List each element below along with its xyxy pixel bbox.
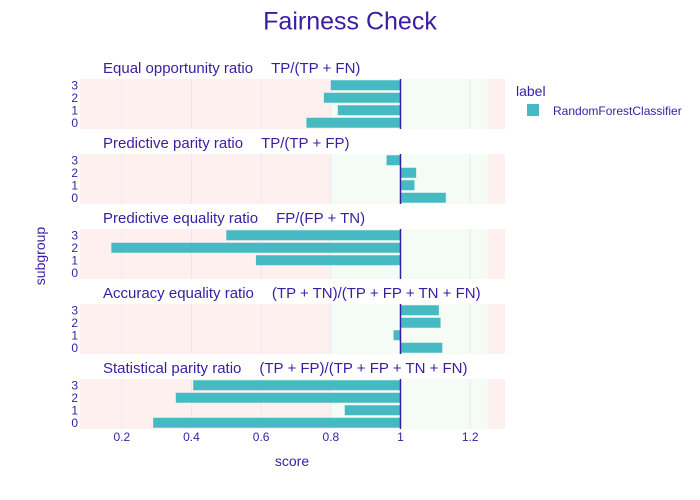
y-tick-label: 1 bbox=[71, 403, 78, 417]
panel-metric: Predictive parity ratio bbox=[103, 135, 243, 152]
bar-2-subgroup-3[interactable] bbox=[226, 230, 401, 241]
unfair-zone-right bbox=[487, 79, 505, 129]
y-tick-label: 0 bbox=[71, 266, 78, 280]
bar-3-subgroup-1[interactable] bbox=[393, 330, 401, 341]
bar-4-subgroup-1[interactable] bbox=[344, 405, 401, 416]
bar-0-subgroup-0[interactable] bbox=[306, 117, 401, 128]
bar-0-subgroup-2[interactable] bbox=[323, 92, 401, 103]
panel-metric: Equal opportunity ratio bbox=[103, 60, 253, 77]
y-tick-label: 0 bbox=[71, 341, 78, 355]
x-axis: 0.2 0.4 0.6 0.8 1 1.2 bbox=[113, 430, 478, 444]
unfair-zone-right bbox=[487, 229, 505, 279]
unfair-zone-left bbox=[80, 79, 331, 129]
y-tick-label: 2 bbox=[71, 91, 78, 105]
y-tick-label: 3 bbox=[71, 378, 78, 392]
y-tick-label: 1 bbox=[71, 328, 78, 342]
panel-formula: (TP + TN)/(TP + FP + TN + FN) bbox=[272, 285, 481, 302]
unfair-zone-right bbox=[487, 379, 505, 429]
panel-metric: Statistical parity ratio bbox=[103, 360, 241, 377]
x-tick-label: 0.6 bbox=[253, 430, 270, 444]
y-tick-label: 3 bbox=[71, 153, 78, 167]
x-tick-label: 0.8 bbox=[322, 430, 339, 444]
bar-4-subgroup-0[interactable] bbox=[153, 417, 401, 428]
bar-3-subgroup-2[interactable] bbox=[400, 317, 441, 328]
x-axis-label: score bbox=[275, 453, 309, 469]
bar-0-subgroup-3[interactable] bbox=[330, 80, 401, 91]
panel-title: Statistical parity ratio (TP + FP)/(TP + … bbox=[103, 360, 468, 377]
y-tick-label: 3 bbox=[71, 303, 78, 317]
y-tick-label: 3 bbox=[71, 78, 78, 92]
y-tick-label: 0 bbox=[71, 116, 78, 130]
panel-formula: (TP + FP)/(TP + FP + TN + FN) bbox=[259, 360, 467, 377]
legend[interactable]: label RandomForestClassifier bbox=[516, 83, 682, 118]
panel-metric: Accuracy equality ratio bbox=[103, 285, 254, 302]
bar-1-subgroup-2[interactable] bbox=[400, 167, 417, 178]
y-tick-label: 1 bbox=[71, 178, 78, 192]
x-tick-label: 0.2 bbox=[113, 430, 130, 444]
y-tick-label: 2 bbox=[71, 316, 78, 330]
y-tick-label: 3 bbox=[71, 228, 78, 242]
y-tick-label: 2 bbox=[71, 391, 78, 405]
y-tick-label: 0 bbox=[71, 191, 78, 205]
x-tick-label: 1.2 bbox=[462, 430, 479, 444]
panel-metric: Predictive equality ratio bbox=[103, 210, 258, 227]
y-tick-label: 2 bbox=[71, 241, 78, 255]
y-axis-label: subgroup bbox=[32, 227, 48, 286]
panel-formula: FP/(FP + TN) bbox=[276, 210, 365, 227]
bar-2-subgroup-2[interactable] bbox=[111, 242, 401, 253]
bar-0-subgroup-1[interactable] bbox=[337, 105, 401, 116]
panel-title: Equal opportunity ratio TP/(TP + FN) bbox=[103, 60, 360, 77]
x-tick-label: 0.4 bbox=[183, 430, 200, 444]
bar-3-subgroup-0[interactable] bbox=[400, 342, 443, 353]
y-tick-label: 2 bbox=[71, 166, 78, 180]
legend-title: label bbox=[516, 83, 546, 99]
unfair-zone-left bbox=[80, 304, 331, 354]
x-tick-label: 1 bbox=[397, 430, 404, 444]
bar-4-subgroup-3[interactable] bbox=[193, 380, 401, 391]
legend-entry-label[interactable]: RandomForestClassifier bbox=[553, 104, 682, 118]
unfair-zone-right bbox=[487, 304, 505, 354]
y-tick-label: 1 bbox=[71, 253, 78, 267]
panel-formula: TP/(TP + FP) bbox=[261, 135, 349, 152]
chart-title: Fairness Check bbox=[263, 8, 437, 36]
panel-formula: TP/(TP + FN) bbox=[271, 60, 360, 77]
panel-title: Predictive parity ratio TP/(TP + FP) bbox=[103, 135, 350, 152]
panel-title: Predictive equality ratio FP/(FP + TN) bbox=[103, 210, 365, 227]
unfair-zone-right bbox=[487, 154, 505, 204]
bar-2-subgroup-1[interactable] bbox=[255, 255, 401, 266]
bar-1-subgroup-1[interactable] bbox=[400, 180, 415, 191]
y-tick-label: 0 bbox=[71, 416, 78, 430]
bar-1-subgroup-0[interactable] bbox=[400, 192, 446, 203]
legend-swatch[interactable] bbox=[527, 104, 539, 116]
bar-1-subgroup-3[interactable] bbox=[386, 155, 401, 166]
panel-title: Accuracy equality ratio (TP + TN)/(TP + F… bbox=[103, 285, 481, 302]
bar-4-subgroup-2[interactable] bbox=[175, 392, 401, 403]
bar-3-subgroup-3[interactable] bbox=[400, 305, 439, 316]
unfair-zone-left bbox=[80, 154, 331, 204]
y-tick-label: 1 bbox=[71, 103, 78, 117]
